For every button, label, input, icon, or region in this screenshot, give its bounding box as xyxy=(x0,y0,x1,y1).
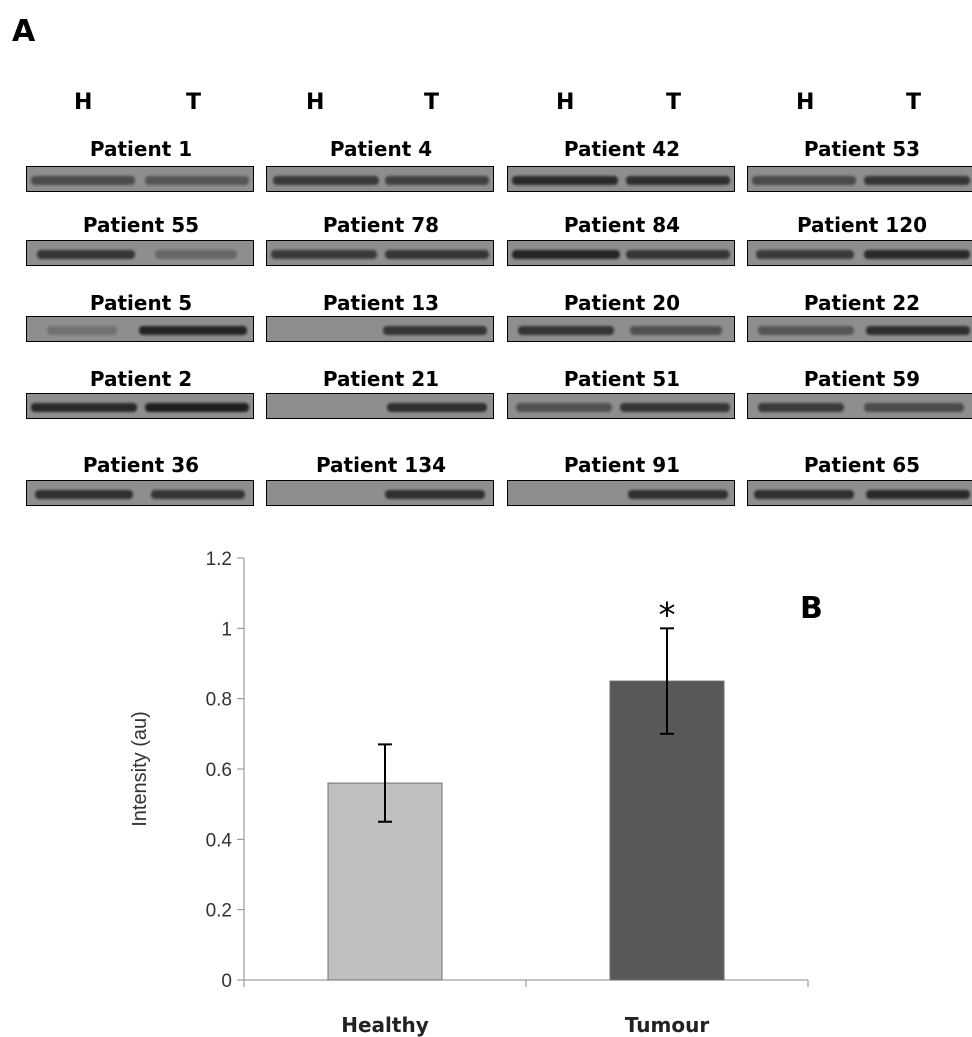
band-tumour xyxy=(385,490,485,499)
blot-strip xyxy=(507,316,735,342)
band-healthy xyxy=(756,250,854,259)
band-tumour xyxy=(628,490,728,499)
patient-label: Patient 21 xyxy=(322,367,440,391)
patient-label: Patient 91 xyxy=(563,453,681,477)
blot-strip xyxy=(26,480,254,506)
blot-strip xyxy=(26,240,254,266)
band-tumour xyxy=(387,403,487,412)
band-healthy xyxy=(35,490,133,499)
patient-label: Patient 5 xyxy=(89,291,193,315)
band-tumour xyxy=(385,176,489,185)
blot-strip xyxy=(507,166,735,192)
y-tick-label: 0.4 xyxy=(206,830,233,851)
blot-strip xyxy=(747,480,972,506)
patient-label: Patient 36 xyxy=(82,453,200,477)
patient-label: Patient 22 xyxy=(803,291,921,315)
blot-strip xyxy=(507,240,735,266)
y-tick-label: 0.8 xyxy=(206,690,232,711)
intensity-bar-chart: 0 0.2 0.4 0.6 0.8 1 1.2 Healthy Tumour * Intensity… xyxy=(129,549,823,1037)
band-tumour xyxy=(626,176,730,185)
blot-strip xyxy=(26,393,254,419)
y-tick-label: 1.2 xyxy=(206,549,232,570)
blot-strip xyxy=(507,480,735,506)
panel-b-label: B xyxy=(800,591,823,626)
band-tumour xyxy=(866,326,970,335)
band-tumour xyxy=(151,490,245,499)
patient-label: Patient 120 xyxy=(796,213,928,237)
y-axis-label: Intensity (au) xyxy=(129,711,151,827)
band-tumour xyxy=(864,250,970,259)
patient-label: Patient 4 xyxy=(329,137,433,161)
band-healthy xyxy=(47,326,117,335)
blot-strip xyxy=(747,166,972,192)
blot-strip xyxy=(266,166,494,192)
lane-label-h: H xyxy=(556,90,575,115)
lane-label-h: H xyxy=(306,90,325,115)
patient-label: Patient 84 xyxy=(563,213,681,237)
patient-label: Patient 13 xyxy=(322,291,440,315)
patient-label: Patient 59 xyxy=(803,367,921,391)
lane-label-t: T xyxy=(666,90,682,115)
blot-strip xyxy=(266,316,494,342)
blot-strip xyxy=(747,240,972,266)
patient-label: Patient 2 xyxy=(89,367,193,391)
lane-label-h: H xyxy=(74,90,93,115)
lane-label-t: T xyxy=(186,90,202,115)
y-tick-label: 0 xyxy=(221,971,232,992)
category-label-tumour: Tumour xyxy=(625,1013,710,1037)
panel-a-label: A xyxy=(12,14,36,49)
band-healthy xyxy=(31,403,137,412)
band-tumour xyxy=(145,176,249,185)
patient-label: Patient 20 xyxy=(563,291,681,315)
lane-label-t: T xyxy=(424,90,440,115)
patient-label: Patient 65 xyxy=(803,453,921,477)
y-tick-label: 0.2 xyxy=(206,901,232,922)
band-healthy xyxy=(752,176,856,185)
patient-label: Patient 51 xyxy=(563,367,681,391)
band-healthy xyxy=(512,176,618,185)
band-tumour xyxy=(866,490,970,499)
band-tumour xyxy=(626,250,730,259)
band-tumour xyxy=(620,403,730,412)
blot-strip xyxy=(507,393,735,419)
patient-label: Patient 1 xyxy=(89,137,193,161)
patient-label: Patient 78 xyxy=(322,213,440,237)
band-healthy xyxy=(271,250,377,259)
band-healthy xyxy=(512,250,620,259)
band-tumour xyxy=(145,403,249,412)
blot-strip xyxy=(747,316,972,342)
band-healthy xyxy=(37,250,135,259)
band-tumour xyxy=(630,326,722,335)
band-healthy xyxy=(31,176,135,185)
category-label-healthy: Healthy xyxy=(341,1013,429,1037)
band-tumour xyxy=(139,326,247,335)
band-tumour xyxy=(385,250,489,259)
patient-label: Patient 55 xyxy=(82,213,200,237)
y-tick-label: 0.6 xyxy=(206,760,232,781)
blot-strip xyxy=(747,393,972,419)
band-healthy xyxy=(273,176,379,185)
band-healthy xyxy=(516,403,612,412)
patient-label: Patient 42 xyxy=(563,137,681,161)
lane-label-h: H xyxy=(796,90,815,115)
band-tumour xyxy=(383,326,487,335)
blot-strip xyxy=(26,316,254,342)
y-tick-label: 1 xyxy=(221,619,232,640)
band-healthy xyxy=(518,326,614,335)
band-tumour xyxy=(155,250,237,259)
patient-label: Patient 53 xyxy=(803,137,921,161)
band-tumour xyxy=(864,176,970,185)
significance-marker: * xyxy=(659,595,676,635)
blot-strip xyxy=(266,240,494,266)
band-tumour xyxy=(864,403,964,412)
band-healthy xyxy=(758,326,854,335)
patient-label: Patient 134 xyxy=(315,453,447,477)
blot-strip xyxy=(266,480,494,506)
band-healthy xyxy=(758,403,844,412)
blot-strip xyxy=(26,166,254,192)
lane-label-t: T xyxy=(906,90,922,115)
band-healthy xyxy=(754,490,854,499)
blot-strip xyxy=(266,393,494,419)
